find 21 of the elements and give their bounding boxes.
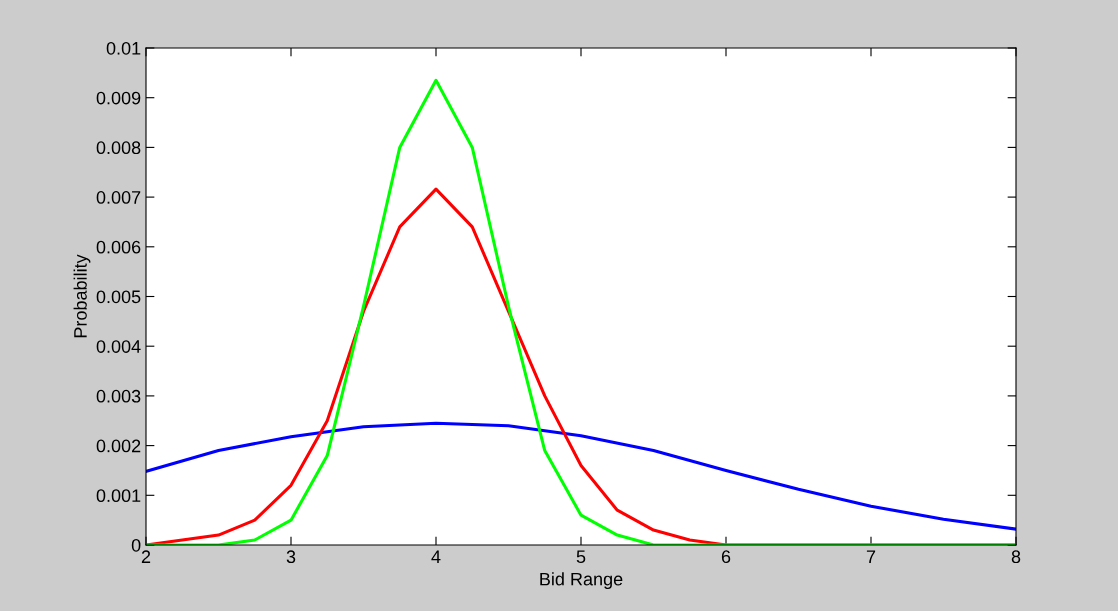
y-tick-label: 0.001 bbox=[96, 489, 141, 503]
x-tick-label: 4 bbox=[431, 550, 441, 563]
y-tick-label: 0.009 bbox=[96, 91, 141, 105]
y-tick-label: 0.01 bbox=[106, 41, 141, 55]
x-tick-label: 8 bbox=[1011, 550, 1021, 564]
x-tick-label: 7 bbox=[866, 550, 876, 563]
x-tick-label: 2 bbox=[141, 550, 151, 563]
y-tick-label: 0.007 bbox=[96, 191, 141, 204]
y-tick-label: 0 bbox=[131, 538, 141, 552]
y-tick-label: 0.003 bbox=[96, 389, 141, 403]
x-tick-label: 5 bbox=[576, 550, 586, 564]
x-axis-title: Bid Range bbox=[540, 572, 623, 590]
y-tick-label: 0.004 bbox=[96, 340, 141, 353]
y-tick-label: 0.002 bbox=[96, 439, 141, 453]
y-tick-label: 0.008 bbox=[96, 141, 141, 155]
y-tick-label: 0.005 bbox=[96, 290, 141, 304]
y-axis-title: Probability bbox=[73, 254, 91, 338]
y-tick-label: 0.006 bbox=[96, 240, 141, 254]
x-tick-label: 6 bbox=[721, 550, 731, 564]
line-series bbox=[146, 421, 1016, 531]
x-tick-label: 3 bbox=[286, 550, 296, 564]
